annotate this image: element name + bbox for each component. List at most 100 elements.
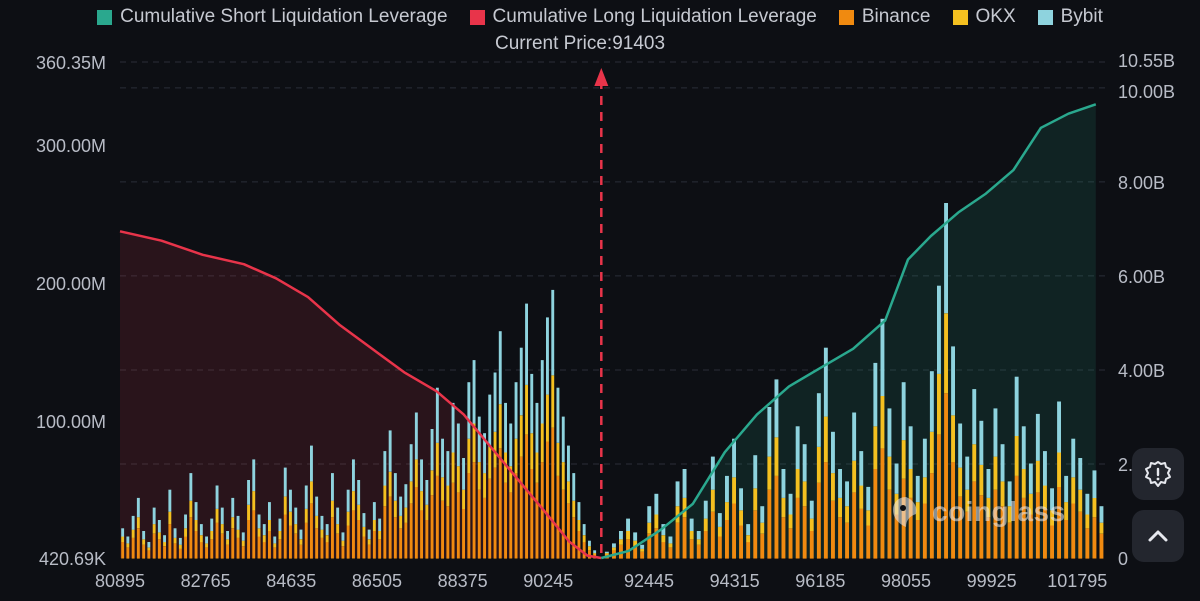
- bar-right-bybit: [873, 362, 878, 427]
- legend-swatch-binance: [838, 9, 854, 25]
- bar-right-bybit: [696, 531, 701, 540]
- bar-left-okx: [331, 500, 334, 518]
- bar-right-okx: [619, 539, 623, 545]
- bar-right-bybit: [795, 426, 800, 469]
- bar-right-okx: [866, 510, 871, 526]
- scroll-top-button[interactable]: [1132, 510, 1184, 562]
- bar-right-okx: [604, 553, 609, 555]
- bar-left-bybit: [252, 459, 256, 492]
- bar-left-okx: [236, 529, 240, 538]
- bar-left-binance: [278, 539, 282, 559]
- bar-left-binance: [310, 503, 313, 559]
- bar-right-bybit: [838, 469, 842, 498]
- bar-right-bybit: [604, 551, 609, 554]
- bar-left-bybit: [336, 507, 340, 525]
- bar-left-binance: [352, 510, 355, 559]
- bar-left-binance: [530, 469, 534, 559]
- bar-right-okx: [1021, 469, 1026, 498]
- bar-left-okx: [273, 543, 277, 548]
- bar-left-okx: [456, 466, 460, 493]
- bar-right-bybit: [732, 438, 736, 478]
- bar-right-binance: [689, 539, 694, 559]
- x-tick-label: 96185: [795, 571, 845, 591]
- bar-left-bybit: [205, 536, 208, 544]
- bar-right-bybit: [682, 469, 687, 498]
- bar-left-binance: [173, 543, 177, 559]
- bar-left-binance: [498, 448, 502, 559]
- bar-right-binance: [944, 393, 948, 559]
- bar-right-bybit: [626, 518, 630, 531]
- legend-item-short[interactable]: Cumulative Short Liquidation Leverage: [97, 6, 448, 28]
- bar-left-okx: [231, 517, 235, 529]
- legend-item-bybit[interactable]: Bybit: [1037, 6, 1103, 28]
- bar-left-binance: [268, 531, 271, 559]
- bar-left-okx: [477, 462, 481, 490]
- bar-right-bybit: [831, 431, 835, 474]
- settings-button[interactable]: [1132, 448, 1184, 500]
- bar-left-binance: [163, 546, 166, 559]
- legend-label-short: Cumulative Short Liquidation Leverage: [120, 6, 448, 27]
- bar-left-binance: [252, 510, 256, 559]
- bar-left-okx: [556, 442, 560, 476]
- bar-right-bybit: [880, 318, 885, 396]
- bar-left-binance: [509, 492, 513, 559]
- bar-left-okx: [446, 485, 450, 507]
- bar-left-okx: [283, 496, 287, 515]
- bar-left-okx: [519, 415, 523, 457]
- bar-left-bybit: [294, 507, 298, 525]
- y-right-tick-label: 10.00B: [1118, 82, 1175, 102]
- bar-left-okx: [131, 529, 135, 538]
- legend-item-long[interactable]: Cumulative Long Liquidation Leverage: [469, 6, 817, 28]
- bar-left-binance: [446, 506, 450, 559]
- bar-left-okx: [310, 481, 313, 504]
- bar-left-bybit: [477, 416, 481, 463]
- bar-right-bybit: [619, 531, 623, 540]
- bar-right-bybit: [788, 493, 793, 515]
- bar-left-bybit: [341, 532, 345, 541]
- bar-right-bybit: [668, 536, 673, 544]
- bar-right-binance: [1050, 525, 1054, 559]
- bar-left-okx: [136, 517, 140, 529]
- bar-left-binance: [483, 497, 486, 559]
- bar-left-binance: [346, 525, 350, 559]
- bar-left-binance: [393, 517, 397, 559]
- bar-left-binance: [514, 473, 518, 559]
- bar-right-bybit: [1050, 488, 1054, 511]
- bar-left-binance: [535, 482, 539, 559]
- cumulative-long-line: [119, 230, 602, 560]
- bar-left-bybit: [236, 515, 240, 530]
- bar-right-bybit: [816, 393, 821, 447]
- bar-right-bybit: [958, 423, 963, 468]
- bar-left-okx: [194, 520, 198, 531]
- bar-right-okx: [1099, 522, 1104, 534]
- bar-left-binance: [220, 533, 224, 559]
- bar-right-binance: [816, 482, 821, 559]
- bar-left-okx: [577, 520, 581, 531]
- bar-right-bybit: [802, 444, 807, 482]
- bar-right-binance: [682, 517, 687, 559]
- bar-right-okx: [1014, 435, 1019, 476]
- bar-left-okx: [509, 466, 513, 493]
- legend-item-binance[interactable]: Binance: [838, 6, 931, 28]
- legend-item-okx[interactable]: OKX: [952, 6, 1016, 28]
- bar-right-binance: [929, 473, 934, 559]
- bar-left-bybit: [299, 529, 303, 540]
- coinglass-logo-icon: [893, 497, 917, 527]
- bar-right-bybit: [1028, 463, 1033, 494]
- bar-right-bybit: [661, 524, 666, 536]
- bar-left-okx: [546, 394, 549, 442]
- bar-right-okx: [612, 547, 616, 551]
- bar-right-bybit: [717, 513, 722, 527]
- bar-right-okx: [859, 485, 864, 509]
- bar-right-bybit: [937, 285, 941, 374]
- bar-left-binance: [546, 441, 549, 559]
- bar-left-bybit: [488, 394, 492, 447]
- bar-left-binance: [504, 482, 507, 559]
- current-price-label: Current Price:91403: [495, 33, 666, 54]
- bar-left-okx: [530, 433, 534, 469]
- bar-left-binance: [425, 520, 429, 559]
- bar-right-bybit: [647, 506, 652, 523]
- bar-left-binance: [399, 528, 403, 559]
- bar-left-binance: [320, 537, 324, 559]
